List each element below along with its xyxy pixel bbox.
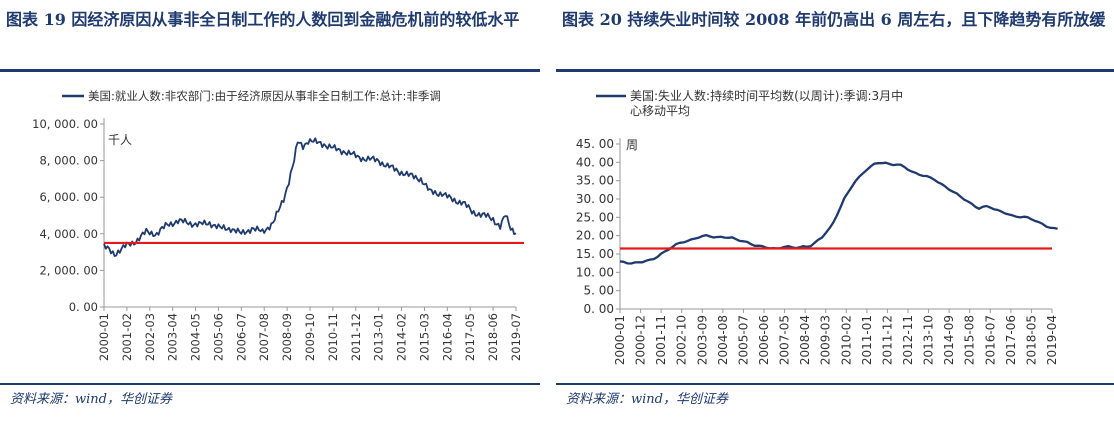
figure-title: 图表 19 因经济原因从事非全日制工作的人数回到金融危机前的较低水平 <box>6 10 520 29</box>
x-tick-label: 2013-10 <box>922 315 936 365</box>
x-tick-label: 2009-03 <box>819 315 833 365</box>
x-tick-label: 2002-03 <box>143 313 157 361</box>
source-divider <box>556 383 1114 385</box>
y-tick-label: 10, 000. 00 <box>32 117 98 131</box>
x-tick-label: 2000-12 <box>634 315 648 365</box>
y-tick-label: 0. 00 <box>583 302 614 316</box>
y-tick-label: 25. 00 <box>576 210 614 224</box>
x-tick-label: 2005-07 <box>736 315 750 365</box>
x-tick-label: 2001-11 <box>654 315 668 365</box>
x-tick-label: 2017-06 <box>1004 315 1018 365</box>
title-divider <box>556 69 1114 72</box>
x-tick-label: 2016-04 <box>440 313 454 361</box>
x-tick-label: 2014-09 <box>942 315 956 365</box>
figure-19: 图表 19 因经济原因从事非全日制工作的人数回到金融危机前的较低水平 美国:就业… <box>0 0 540 425</box>
legend-label: 美国:失业人数:持续时间平均数(以周计):季调:3月中心移动平均 <box>630 88 903 118</box>
series-line <box>103 137 517 257</box>
y-tick-label: 5. 00 <box>583 284 614 298</box>
figure-20: 图表 20 持续失业时间较 2008 年前仍高出 6 周左右，且下降趋势有所放缓… <box>556 0 1114 425</box>
x-tick-label: 2014-02 <box>395 313 409 361</box>
x-tick-label: 2012-11 <box>901 315 915 365</box>
x-tick-label: 2000-01 <box>97 313 111 361</box>
source-note: 资料来源：wind，华创证券 <box>10 392 172 407</box>
unit-label: 周 <box>626 138 638 152</box>
x-tick-label: 2019-07 <box>509 313 523 361</box>
y-tick-label: 30. 00 <box>576 192 614 206</box>
title-divider <box>0 69 540 72</box>
x-tick-label: 2015-03 <box>417 313 431 361</box>
y-tick-label: 15. 00 <box>576 247 614 261</box>
x-tick-label: 2011-01 <box>860 315 874 365</box>
x-tick-label: 2006-07 <box>234 313 248 361</box>
x-tick-label: 2018-05 <box>1024 315 1038 365</box>
x-tick-label: 2013-01 <box>372 313 386 361</box>
x-tick-label: 2002-10 <box>675 315 689 365</box>
series-line <box>619 161 1058 265</box>
x-tick-label: 2003-09 <box>695 315 709 365</box>
y-tick-label: 35. 00 <box>576 174 614 188</box>
y-tick-label: 2, 000. 00 <box>39 263 98 277</box>
x-tick-label: 2011-12 <box>349 313 363 361</box>
x-tick-label: 2019-04 <box>1045 315 1059 365</box>
x-tick-label: 2010-02 <box>839 315 853 365</box>
y-tick-label: 10. 00 <box>576 265 614 279</box>
x-tick-label: 2011-12 <box>880 315 894 365</box>
x-tick-label: 2008-04 <box>798 315 812 365</box>
x-tick-label: 2017-05 <box>463 313 477 361</box>
y-tick-label: 45. 00 <box>576 137 614 151</box>
y-tick-label: 0. 00 <box>69 300 98 314</box>
x-tick-label: 2008-09 <box>280 313 294 361</box>
x-tick-label: 2004-05 <box>189 313 203 361</box>
x-tick-label: 2009-10 <box>303 313 317 361</box>
y-tick-label: 6, 000. 00 <box>39 190 98 204</box>
x-tick-label: 2018-06 <box>486 313 500 361</box>
unit-label: 千人 <box>108 133 132 147</box>
x-tick-label: 2005-06 <box>211 313 225 361</box>
y-tick-label: 20. 00 <box>576 229 614 243</box>
x-tick-label: 2007-08 <box>257 313 271 361</box>
x-tick-label: 2015-08 <box>963 315 977 365</box>
source-divider <box>0 383 540 385</box>
y-tick-label: 4, 000. 00 <box>39 227 98 241</box>
x-tick-label: 2007-05 <box>778 315 792 365</box>
x-tick-label: 2001-02 <box>120 313 134 361</box>
figure-title: 图表 20 持续失业时间较 2008 年前仍高出 6 周左右，且下降趋势有所放缓 <box>562 10 1106 29</box>
unemployment-duration-chart: 美国:失业人数:持续时间平均数(以周计):季调:3月中心移动平均 0. 00 5. … <box>576 88 1059 365</box>
legend-label: 美国:就业人数:非农部门:由于经济原因从事非全日制工作:总计:非季调 <box>88 89 441 103</box>
y-tick-label: 40. 00 <box>576 155 614 169</box>
y-tick-label: 8, 000. 00 <box>39 154 98 168</box>
source-note: 资料来源：wind，华创证券 <box>566 392 728 407</box>
x-tick-label: 2016-07 <box>983 315 997 365</box>
x-tick-label: 2004-08 <box>716 315 730 365</box>
x-tick-label: 2003-04 <box>166 313 180 361</box>
x-tick-label: 2010-11 <box>326 313 340 361</box>
x-tick-label: 2000-01 <box>613 315 627 365</box>
x-tick-label: 2006-06 <box>757 315 771 365</box>
